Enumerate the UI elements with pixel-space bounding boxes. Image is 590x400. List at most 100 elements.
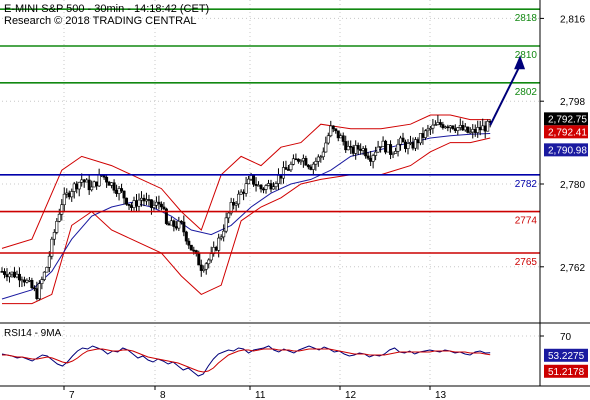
candle-body [257,184,261,187]
candle-body [197,253,201,266]
candle-body [249,175,253,180]
candle-body [262,188,266,191]
level-label: 2802 [515,87,538,98]
candle-body [184,231,188,242]
candle-body [37,283,41,299]
candle-body [137,199,141,207]
price-tag-label: 2,792.41 [548,127,587,138]
candle-body [252,175,256,185]
candle-body [446,126,450,129]
candle-body [90,186,94,191]
candle-body [7,273,11,278]
candle-body [179,220,183,223]
candle-body [438,122,442,125]
candle-body [139,197,143,201]
candle-body [296,158,300,162]
candle-body [433,124,437,126]
candle-body [232,202,236,206]
candle-body [329,125,333,137]
candle-body [421,133,425,138]
candle-body [456,127,460,131]
candle-body [5,274,9,278]
rsi-tag-label: 51.2178 [548,367,585,378]
candle-body [107,181,111,186]
candle-body [85,179,89,183]
candle-body [144,199,148,202]
candle-body [279,175,283,179]
candle-body [269,183,273,190]
candle-body [0,271,4,273]
candle-body [10,271,14,275]
candle-body [294,158,298,161]
level-label: 2765 [515,257,538,268]
candle-body [132,200,136,208]
candle-body [157,201,161,205]
candle-body [202,268,206,271]
candle-body [50,238,54,257]
candle-body [366,155,370,159]
price-tag-box [544,125,588,139]
candle-body [306,164,310,168]
candle-body [463,126,467,131]
level-label: 2774 [515,216,538,227]
bollinger-lower-line [2,137,491,305]
candle-body [142,197,146,202]
candle-body [389,144,393,155]
level-label: 2782 [515,179,538,190]
candle-body [411,142,415,149]
candle-body [117,188,121,194]
candle-body [125,197,129,205]
candle-body [483,125,487,132]
candle-body [247,178,251,185]
candle-body [481,125,485,131]
candle-body [354,145,358,154]
rsi-panel: RSI14 - 9MA [1,328,491,377]
candle-body [267,183,271,186]
candle-body [291,158,295,165]
x-tick-label: 11 [255,390,266,400]
candle-body [32,287,36,290]
candle-body [453,128,457,131]
candle-body [406,143,410,149]
rsi-tag-label: 53.2275 [548,351,585,362]
candle-body [12,271,16,278]
candle-body [359,148,363,151]
candle-body [25,280,29,283]
candle-body [20,279,24,282]
candle-body [431,124,435,129]
candle-body [473,129,477,133]
candle-body [60,204,64,215]
candle-body [65,192,69,195]
candle-body [209,253,213,261]
candle-body [192,249,196,252]
candle-body [321,151,325,158]
candle-body [326,135,330,144]
candle-body [57,213,61,222]
y-tick-label: 2,816 [560,14,585,25]
candle-body [284,167,288,170]
candle-body [271,186,275,190]
candle-body [448,125,452,128]
projection-arrow-head [514,55,526,70]
candle-body [174,226,178,229]
rsi-tick-label: 70 [560,332,572,343]
level-label: 2818 [515,13,538,24]
candle-body [361,148,365,151]
price-tag-label: 2,792.75 [548,114,587,125]
candle-body [67,192,71,198]
candle-body [40,279,44,284]
bollinger-upper-line [1,114,491,249]
candle-body [301,158,305,162]
candle-body [217,237,221,251]
candle-body [399,137,403,145]
candle-body [239,191,243,195]
candle-body [159,203,163,208]
candle-body [311,163,315,170]
candle-body [72,183,76,192]
candle-body [391,153,395,155]
candle-body [408,142,412,144]
candle-body [254,183,258,186]
candle-body [224,217,228,232]
candle-body [214,247,218,251]
